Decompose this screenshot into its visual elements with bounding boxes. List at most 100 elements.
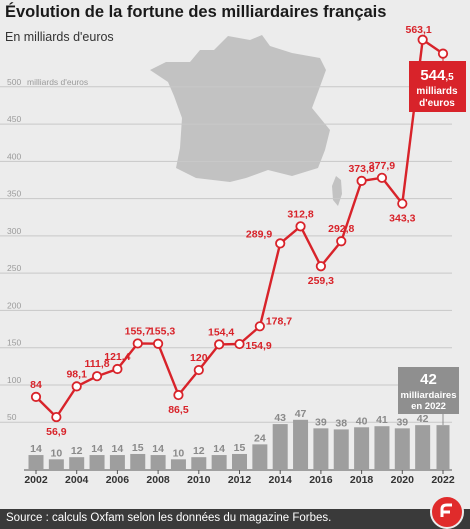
wealth-label-2009: 86,5 [168, 404, 189, 416]
count-bar-label: 42 [417, 413, 429, 425]
count-bar-label: 14 [30, 443, 42, 455]
wealth-point-2007 [132, 338, 143, 349]
wealth-callout-box [409, 61, 466, 112]
x-tick-label: 2022 [431, 474, 455, 486]
wealth-label-2017: 292,8 [328, 223, 354, 235]
y-tick-label: 400 [7, 151, 21, 161]
count-bar-2019 [374, 426, 390, 470]
wealth-label-2012: 154,9 [246, 340, 272, 352]
count-bar-2008 [150, 455, 166, 470]
x-tick-label: 2014 [269, 474, 293, 486]
wealth-label-2004: 98,1 [66, 368, 87, 380]
count-bar-2016 [313, 428, 329, 470]
count-callout-line1: milliardaires [401, 390, 457, 401]
wealth-point-2012 [234, 338, 245, 350]
count-bar-2004 [69, 457, 85, 470]
count-bar-2013 [252, 444, 268, 470]
wealth-point-2022 [437, 48, 449, 59]
y-tick-label: 350 [7, 189, 21, 199]
wealth-label-2008: 155,3 [149, 326, 175, 338]
count-bar-label: 10 [173, 447, 185, 459]
wealth-label-2003: 56,9 [46, 426, 67, 438]
wealth-callout-line2: d'euros [419, 98, 455, 109]
count-bar-label: 39 [315, 416, 327, 428]
wealth-point-2013 [254, 321, 265, 332]
wealth-point-2015 [295, 221, 306, 232]
count-bar-label: 43 [274, 412, 286, 424]
y-tick-label: 500 [7, 77, 21, 87]
wealth-callout-value-decimal: ,5 [445, 72, 454, 83]
wealth-point-2003 [51, 411, 62, 423]
wealth-label-2020: 343,3 [389, 213, 415, 225]
wealth-point-2011 [214, 339, 225, 350]
count-bar-label: 39 [396, 416, 408, 428]
wealth-label-2018: 373,8 [348, 163, 374, 175]
count-bar-2020 [394, 428, 410, 470]
source-text: Source : calculs Oxfam selon les données… [6, 512, 332, 524]
count-bar-label: 41 [376, 414, 388, 426]
wealth-point-2008 [153, 338, 164, 349]
wealth-point-2010 [193, 364, 204, 376]
x-tick-label: 2008 [146, 474, 170, 486]
count-bar-2009 [170, 459, 186, 470]
wealth-label-2021: 563,1 [406, 24, 432, 36]
x-tick-label: 2012 [228, 474, 252, 486]
x-tick-label: 2006 [106, 474, 130, 486]
x-tick-label: 2010 [187, 474, 211, 486]
x-tick-label: 2004 [65, 474, 89, 486]
count-bar-2021 [415, 425, 431, 470]
y-tick-label: 150 [7, 338, 21, 348]
wealth-callout-value-main: 544 [420, 67, 446, 84]
wealth-callout-value: 544,5 [420, 67, 454, 84]
wealth-label-2014: 289,9 [246, 228, 272, 240]
wealth-label-2006: 121,4 [104, 351, 130, 363]
count-callout-line2: en 2022 [411, 401, 446, 412]
count-bar-2012 [232, 453, 247, 470]
count-bar-2007 [130, 453, 146, 470]
wealth-point-2004 [71, 381, 82, 392]
y-tick-label: 100 [7, 375, 21, 385]
wealth-point-2009 [173, 389, 184, 401]
x-tick-label: 2020 [391, 474, 415, 486]
page-subtitle: En milliards d'euros [5, 30, 114, 44]
wealth-point-2019 [376, 172, 388, 183]
count-bar-2022 [436, 425, 450, 470]
count-bar-2015 [293, 419, 309, 470]
wealth-point-2006 [112, 363, 123, 375]
y-tick-label: 50 [7, 412, 17, 422]
wealth-point-2016 [315, 261, 326, 272]
x-tick-label: 2016 [309, 474, 333, 486]
corsica-map [332, 176, 342, 206]
count-bar-2005 [89, 455, 105, 470]
france-map [150, 35, 330, 182]
count-bar-label: 38 [335, 417, 347, 429]
page-title: Évolution de la fortune des milliardaire… [5, 3, 387, 21]
wealth-label-2002: 84 [30, 379, 42, 391]
wealth-label-2015: 312,8 [287, 208, 313, 220]
count-bar-label: 12 [71, 445, 83, 457]
wealth-label-2007: 155,7 [125, 325, 151, 337]
wealth-label-2013: 178,7 [266, 315, 292, 327]
count-bar-2010 [191, 457, 207, 470]
y-tick-label: 250 [7, 263, 21, 273]
wealth-label-2019: 377,9 [369, 160, 395, 172]
wealth-point-2018 [356, 175, 367, 186]
count-bar-label: 15 [234, 442, 246, 454]
count-bar-label: 14 [91, 443, 103, 455]
wealth-point-2005 [91, 371, 103, 382]
count-bar-2011 [211, 455, 227, 470]
wealth-point-2002 [30, 391, 42, 402]
wealth-callout-line1: milliards [416, 86, 458, 97]
y-unit-label: milliards d'euros [27, 77, 88, 87]
wealth-point-2020 [397, 198, 408, 209]
wealth-label-2005: 111,8 [84, 358, 109, 370]
x-tick-label: 2018 [350, 474, 374, 486]
count-bar-label: 47 [295, 408, 307, 420]
publisher-logo [430, 495, 464, 529]
count-bar-label: 10 [51, 447, 63, 459]
wealth-point-2014 [275, 238, 286, 249]
wealth-point-2021 [417, 34, 428, 45]
count-callout-value: 42 [420, 371, 437, 388]
count-bar-label: 12 [193, 445, 205, 457]
